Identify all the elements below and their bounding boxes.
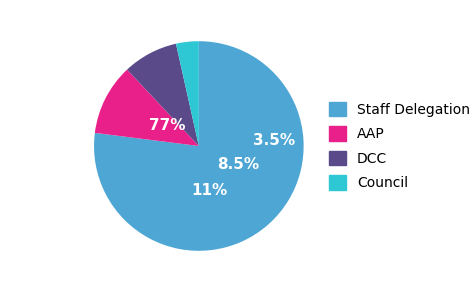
Text: 3.5%: 3.5% [253, 133, 295, 148]
Wedge shape [176, 41, 199, 146]
Text: 8.5%: 8.5% [218, 157, 260, 172]
Wedge shape [127, 44, 199, 146]
Text: 77%: 77% [149, 118, 186, 133]
Wedge shape [94, 41, 304, 251]
Legend: Staff Delegation, AAP, DCC, Council: Staff Delegation, AAP, DCC, Council [324, 96, 474, 196]
Text: 11%: 11% [191, 182, 228, 197]
Wedge shape [95, 69, 199, 146]
